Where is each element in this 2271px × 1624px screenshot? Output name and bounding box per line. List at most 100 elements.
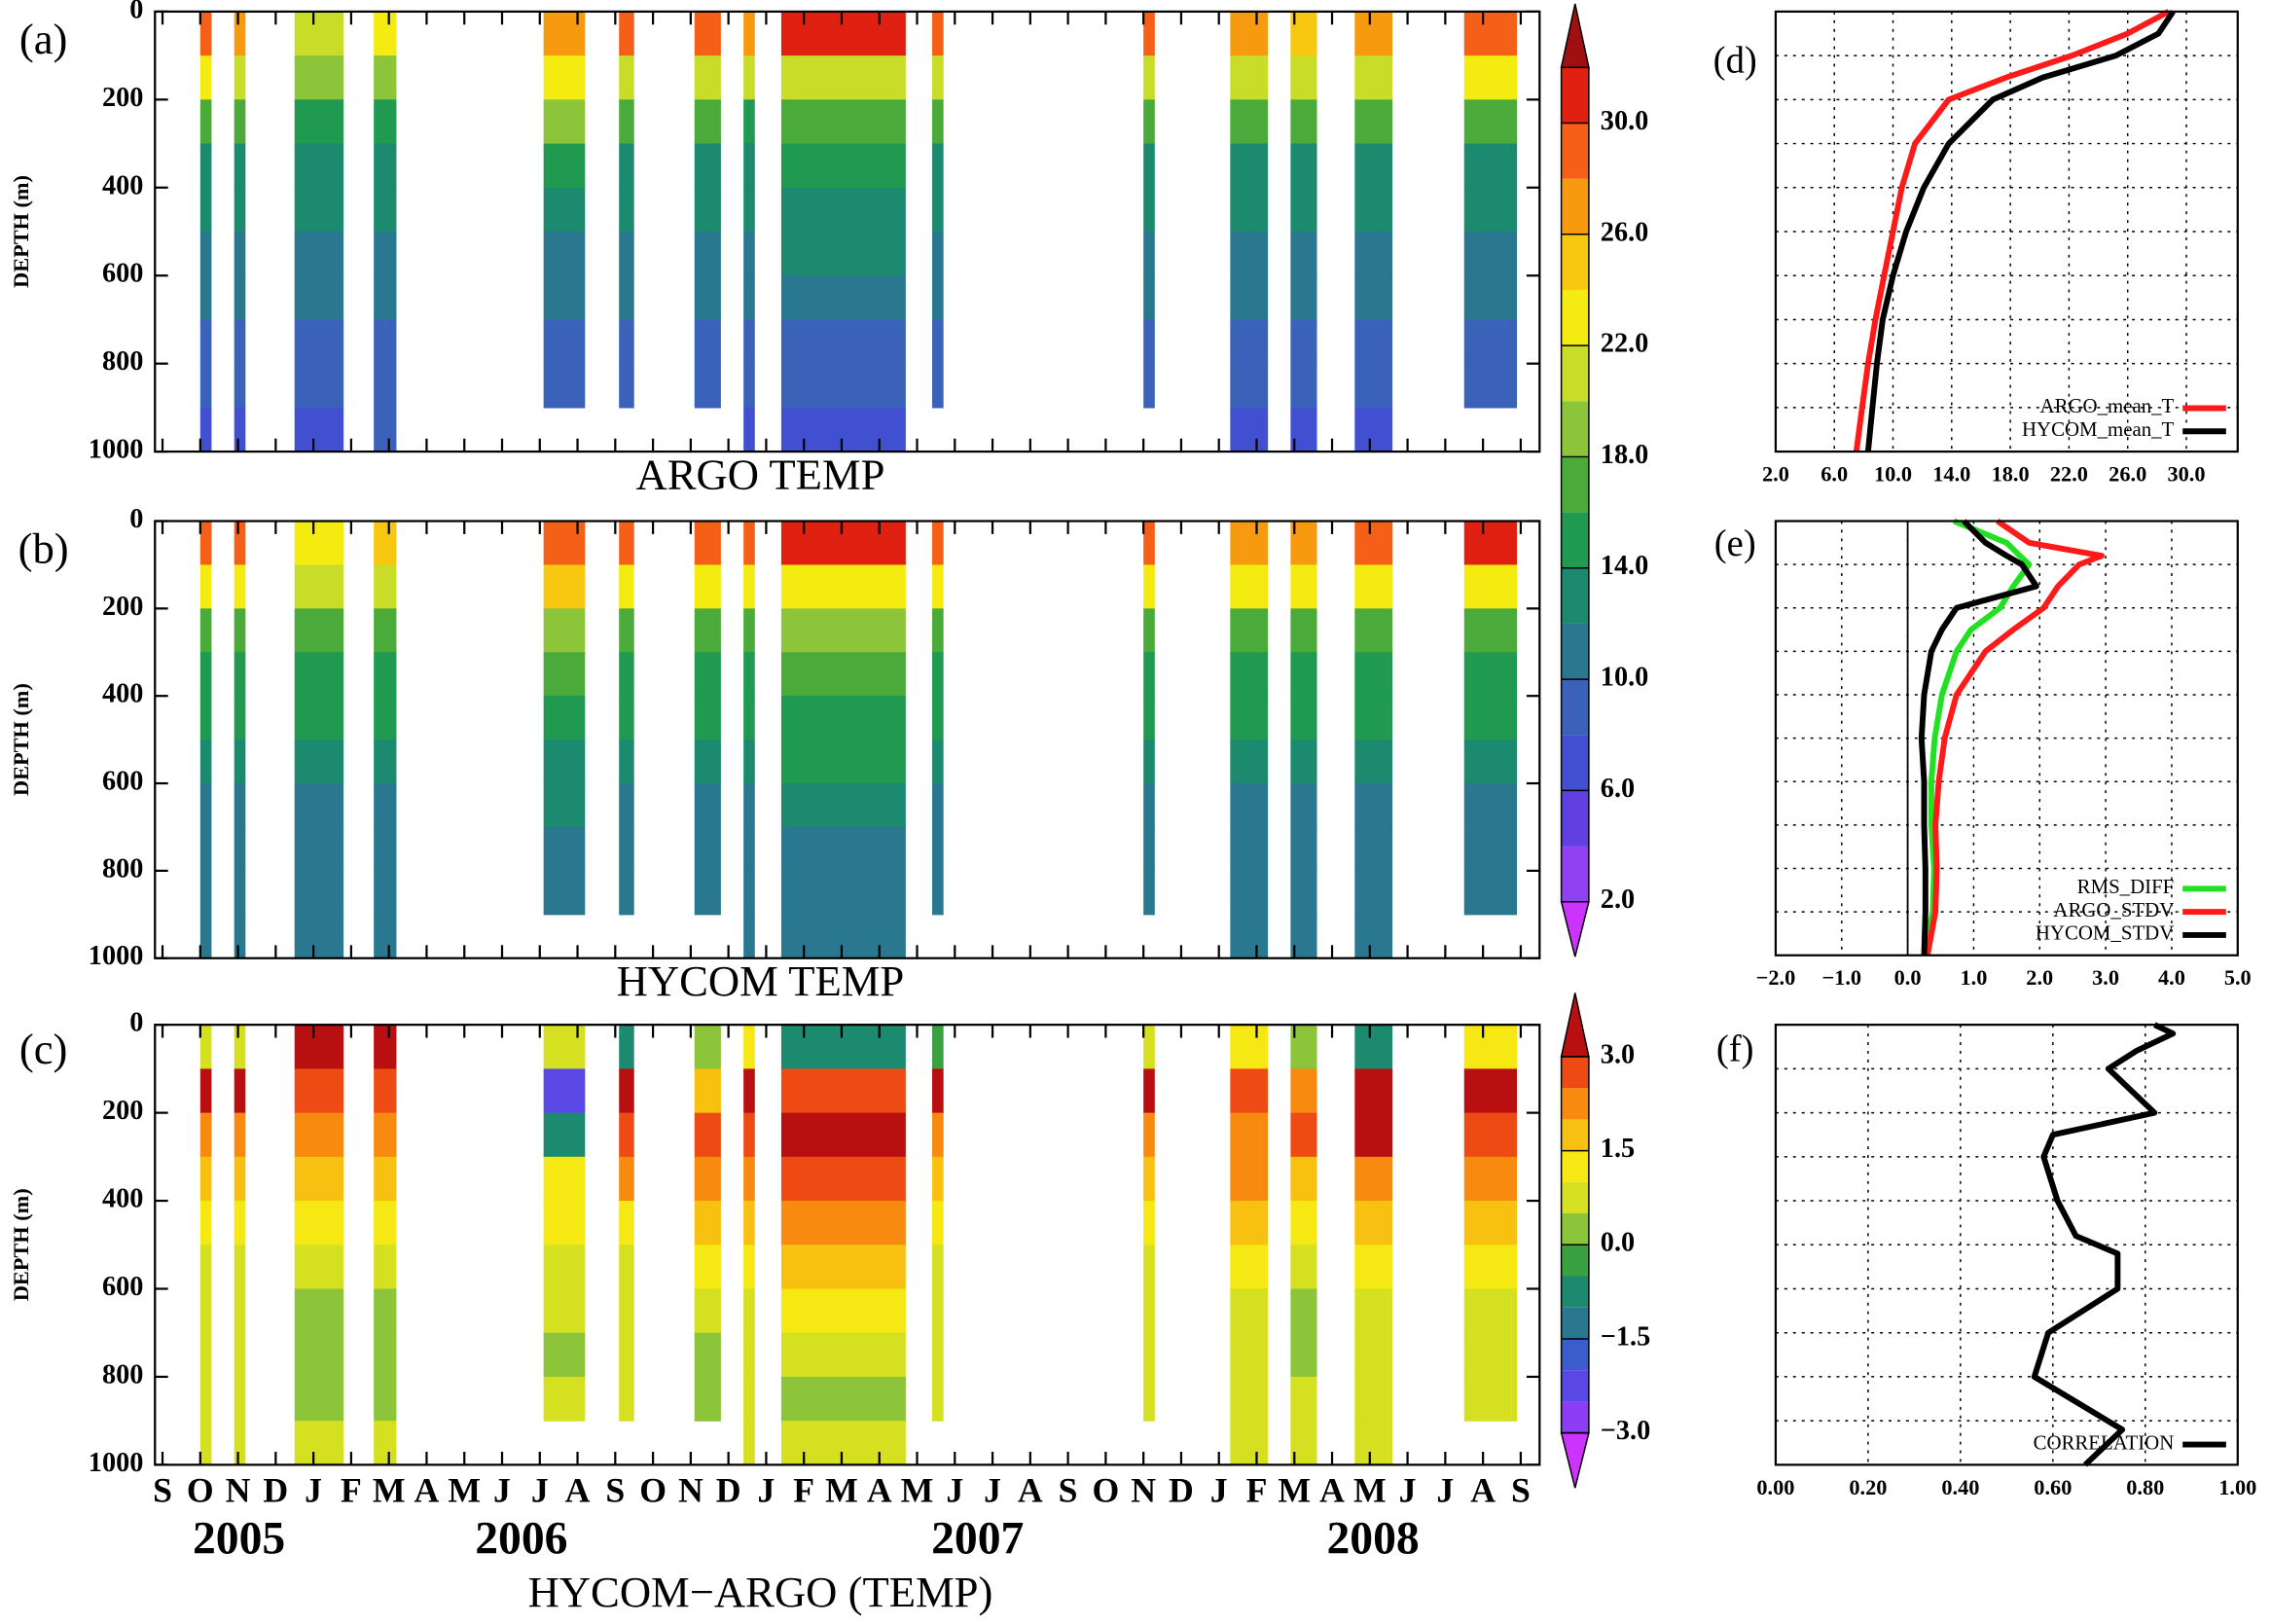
cell bbox=[199, 870, 212, 916]
cell bbox=[1230, 1421, 1269, 1465]
cell bbox=[234, 914, 246, 959]
cell bbox=[199, 914, 212, 959]
x-tick-label: J bbox=[757, 1470, 775, 1509]
cell bbox=[374, 826, 397, 872]
x-tick-label: F bbox=[1246, 1470, 1268, 1509]
cell bbox=[1463, 143, 1518, 189]
cell bbox=[619, 1332, 634, 1378]
x-tick-label: F bbox=[793, 1470, 814, 1509]
x-tick-label: M bbox=[1278, 1470, 1311, 1509]
cell bbox=[780, 11, 906, 56]
cell bbox=[1463, 232, 1518, 276]
cell bbox=[294, 696, 344, 740]
legend-label: ARGO_STDV bbox=[2053, 898, 2174, 921]
cell bbox=[780, 608, 906, 653]
cell bbox=[932, 783, 944, 828]
cell bbox=[619, 11, 634, 56]
colorbar-bin bbox=[1561, 345, 1589, 402]
cell bbox=[1230, 608, 1269, 653]
cell bbox=[1354, 1068, 1393, 1114]
cell bbox=[1354, 914, 1393, 959]
cell bbox=[199, 696, 212, 740]
cell bbox=[1463, 1201, 1518, 1245]
cell bbox=[234, 407, 246, 452]
plot-frame bbox=[154, 10, 1541, 453]
cell bbox=[1354, 363, 1393, 409]
cell bbox=[374, 652, 397, 697]
cell bbox=[374, 1201, 397, 1245]
cell bbox=[932, 232, 944, 276]
cell bbox=[199, 783, 212, 828]
y-tick-label: 600 bbox=[102, 259, 143, 289]
cell bbox=[1230, 1068, 1269, 1114]
cell bbox=[543, 696, 586, 740]
cell bbox=[199, 740, 212, 784]
cell bbox=[199, 608, 212, 653]
cell bbox=[294, 783, 344, 828]
cell bbox=[619, 319, 634, 365]
cell bbox=[1354, 870, 1393, 916]
cell bbox=[932, 696, 944, 740]
cell bbox=[694, 1376, 721, 1422]
cell bbox=[1290, 1288, 1317, 1334]
cell bbox=[374, 696, 397, 740]
colorbar-tick-label: 14.0 bbox=[1601, 551, 1648, 581]
year-label: 2007 bbox=[931, 1514, 1024, 1565]
legend-label: CORRELATION bbox=[2034, 1430, 2175, 1454]
cell bbox=[234, 1201, 246, 1245]
x-tick-label: A bbox=[1470, 1470, 1496, 1509]
cell bbox=[1463, 275, 1518, 321]
x-tick-label: S bbox=[605, 1470, 625, 1509]
cell bbox=[932, 363, 944, 409]
cell bbox=[294, 1156, 344, 1202]
cell bbox=[374, 1068, 397, 1114]
cell bbox=[543, 1068, 586, 1114]
cell bbox=[1143, 521, 1155, 566]
x-tick-label: J bbox=[984, 1470, 1001, 1509]
cell bbox=[619, 1288, 634, 1334]
cell bbox=[694, 564, 721, 609]
cell bbox=[1230, 1112, 1269, 1158]
cell bbox=[1143, 1068, 1155, 1114]
cell bbox=[294, 275, 344, 321]
cell bbox=[780, 99, 906, 145]
cell bbox=[743, 521, 755, 566]
cell bbox=[234, 1421, 246, 1465]
cell bbox=[1143, 1025, 1155, 1069]
cell bbox=[619, 826, 634, 872]
cell bbox=[199, 99, 212, 145]
colorbar-bin bbox=[1561, 846, 1589, 902]
x-tick-label: F bbox=[341, 1470, 362, 1509]
cell bbox=[199, 564, 212, 609]
cell bbox=[1354, 564, 1393, 609]
cell bbox=[543, 143, 586, 189]
cell bbox=[199, 1376, 212, 1422]
cell bbox=[1290, 783, 1317, 828]
cell bbox=[234, 696, 246, 740]
cell bbox=[694, 696, 721, 740]
cell bbox=[543, 1112, 586, 1158]
cell bbox=[294, 1332, 344, 1378]
cell bbox=[1230, 143, 1269, 189]
cell bbox=[743, 696, 755, 740]
legend-label: ARGO_mean_T bbox=[2040, 394, 2175, 417]
cell bbox=[743, 914, 755, 959]
y-tick-label: 200 bbox=[102, 592, 143, 622]
cell bbox=[234, 870, 246, 916]
cell bbox=[1230, 275, 1269, 321]
x-tick-label: S bbox=[1059, 1470, 1078, 1509]
cell bbox=[374, 1025, 397, 1069]
cell bbox=[374, 187, 397, 233]
colorbar-tick-label: 1.5 bbox=[1601, 1134, 1635, 1164]
cell bbox=[694, 826, 721, 872]
cell bbox=[1290, 1156, 1317, 1202]
cell bbox=[694, 232, 721, 276]
cell bbox=[199, 1421, 212, 1465]
cell bbox=[1354, 275, 1393, 321]
cell bbox=[743, 407, 755, 452]
cell bbox=[780, 363, 906, 409]
cell bbox=[543, 363, 586, 409]
cell bbox=[1290, 363, 1317, 409]
cell bbox=[234, 740, 246, 784]
plot-frame bbox=[154, 1024, 1541, 1466]
